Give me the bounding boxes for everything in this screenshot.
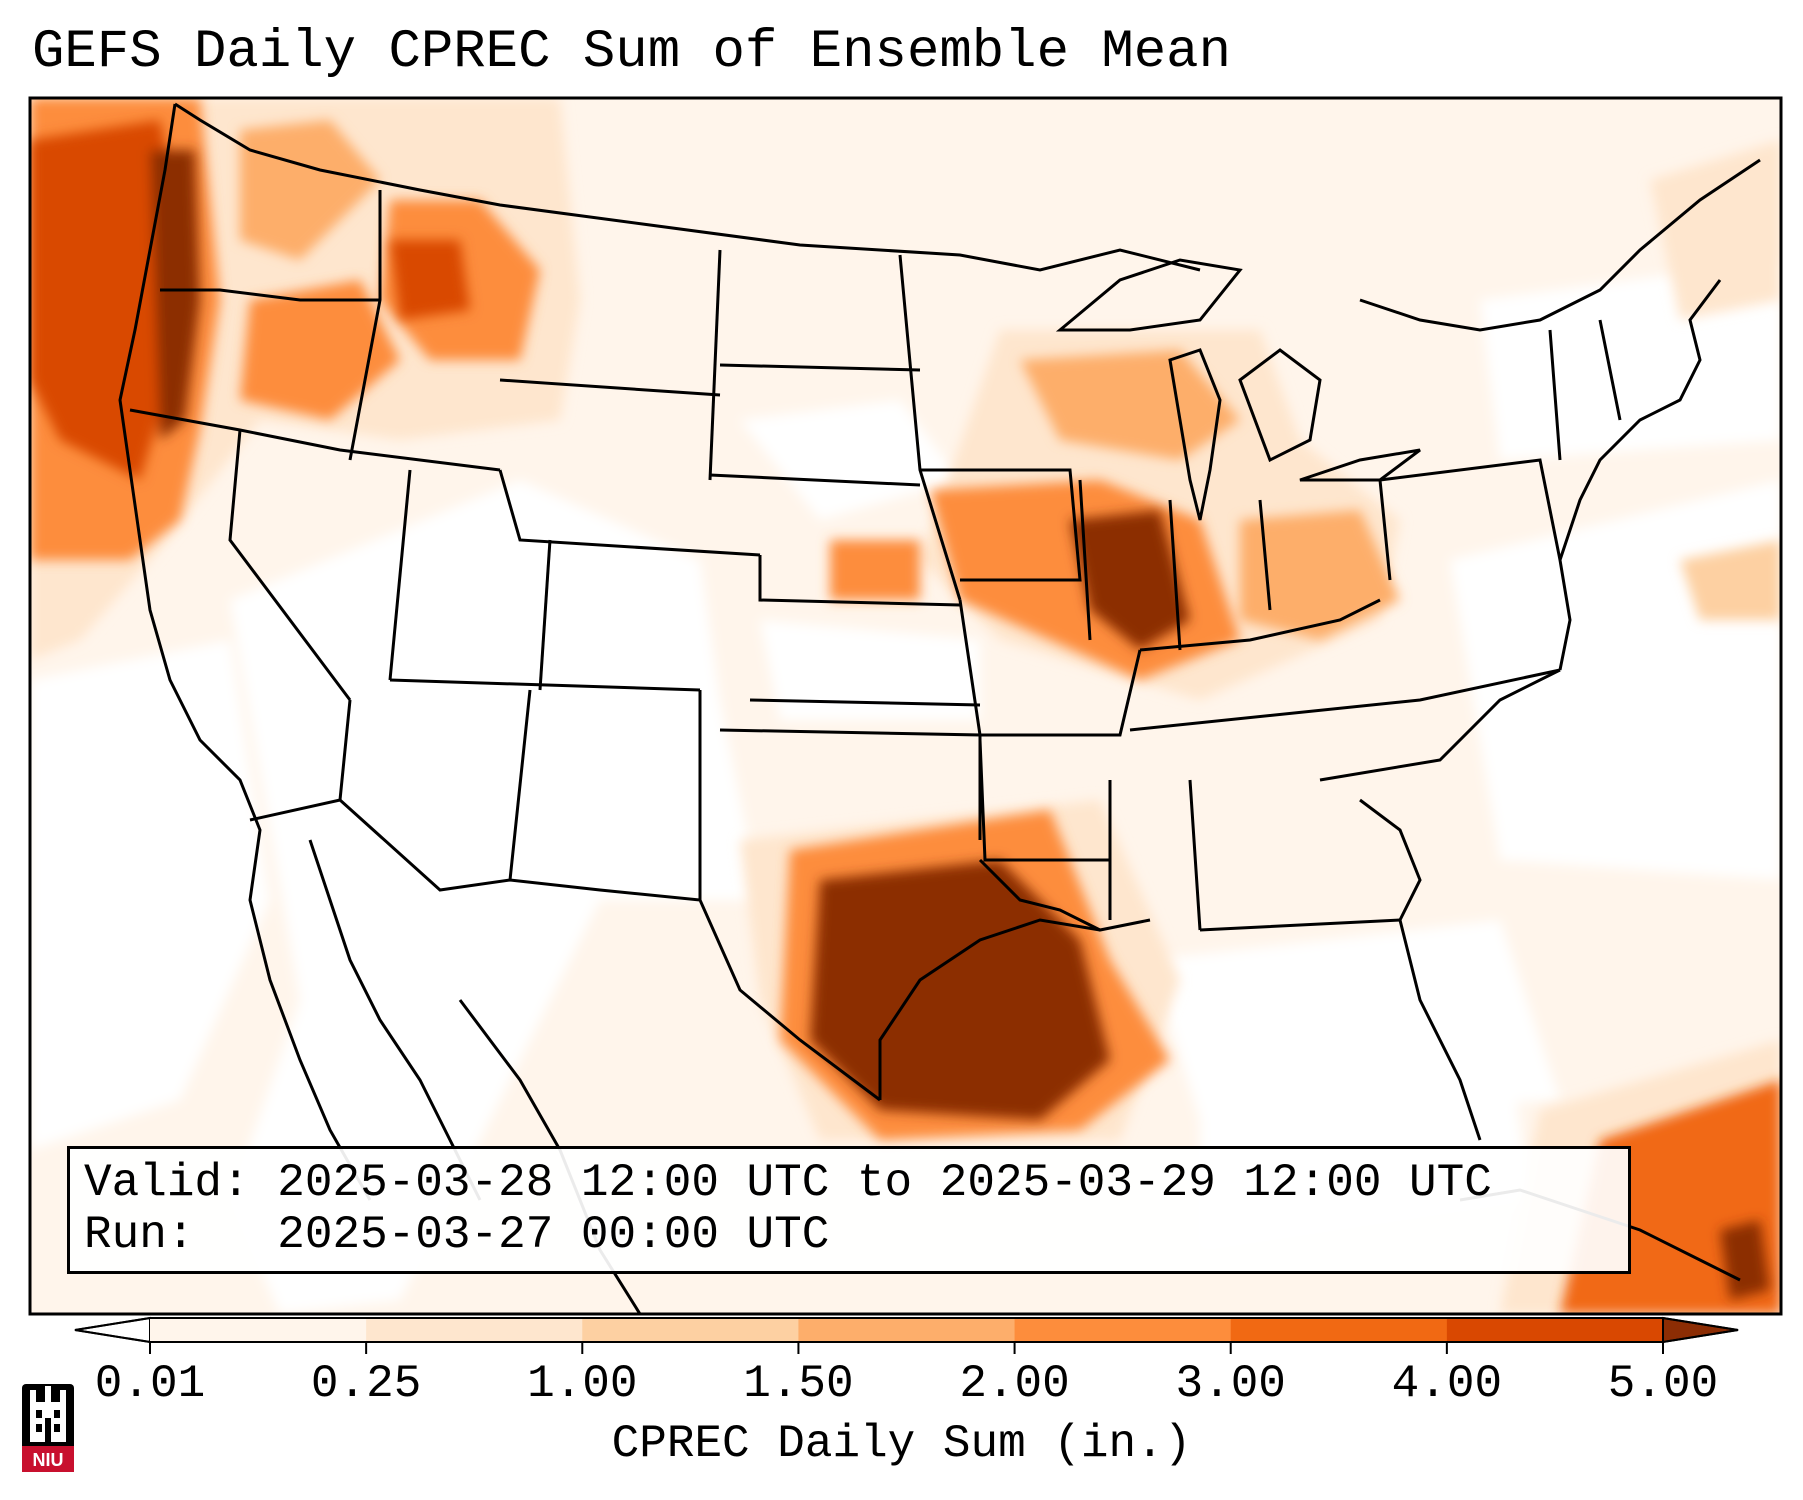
colorbar-tick-label: 3.00 <box>1175 1358 1286 1410</box>
colorbar-tick-label: 1.50 <box>743 1358 854 1410</box>
west-coast <box>118 103 372 1201</box>
ms-al <box>1108 779 1202 931</box>
map-frame <box>28 96 1783 1316</box>
valid-label: Valid: <box>84 1157 250 1209</box>
az-nm <box>508 689 532 881</box>
la-coast <box>978 858 1151 932</box>
lake-michigan <box>1168 348 1222 521</box>
colorbar-tick-label: 0.25 <box>310 1358 422 1410</box>
colorbar-segment <box>1446 1318 1664 1342</box>
fl-coast <box>1359 798 1422 921</box>
colorbar-segment <box>1230 1318 1448 1342</box>
il-in <box>1078 479 1182 651</box>
ut-nv <box>388 469 412 681</box>
precip-field <box>30 98 1781 1314</box>
east-coast <box>1558 279 1722 671</box>
sc-nc <box>1319 668 1561 782</box>
az-ca <box>338 699 352 801</box>
colorbar-tick-label: 2.00 <box>959 1358 1070 1410</box>
run-value: 2025-03-27 00:00 UTC <box>277 1209 830 1261</box>
lake-superior <box>1055 258 1243 332</box>
canada-east <box>1359 158 1761 332</box>
lake-huron <box>1238 348 1322 463</box>
ny-pa <box>1379 458 1562 561</box>
colorbar-tick-label: 4.00 <box>1391 1358 1503 1410</box>
colorbar-label: CPREC Daily Sum (in.) <box>611 1418 1192 1470</box>
colorbar <box>74 1316 1739 1354</box>
id-mt <box>348 190 382 461</box>
run-label: Run: <box>84 1209 195 1261</box>
us-mexico <box>249 798 881 1102</box>
ar-la <box>978 739 1110 862</box>
valid-value: 2025-03-28 12:00 UTC to 2025-03-29 12:00… <box>277 1157 1492 1209</box>
dakotas <box>708 249 722 481</box>
gulf-tx <box>878 918 1101 1100</box>
nv-ca <box>228 429 352 701</box>
wy-mt <box>499 378 721 397</box>
four-corners-h <box>389 678 701 692</box>
niu-logo: NIU <box>20 1382 76 1479</box>
colorbar-tick-label: 1.00 <box>527 1358 638 1410</box>
page-title: GEFS Daily CPREC Sum of Ensemble Mean <box>32 22 1231 83</box>
valid-run-box: Valid: 2025-03-28 12:00 UTC to 2025-03-2… <box>67 1146 1631 1274</box>
ga-fl <box>1199 918 1482 1141</box>
ny-vt <box>1548 319 1622 461</box>
ia <box>920 468 1082 582</box>
ks-ne <box>758 555 961 607</box>
colorbar-segment <box>582 1318 799 1342</box>
colorbar-extend-max <box>1662 1316 1739 1344</box>
co-wy <box>498 469 761 557</box>
oh-pa <box>1258 479 1392 611</box>
heavy-precip <box>30 120 1770 1300</box>
colorbar-segment <box>150 1318 367 1342</box>
lake-erie <box>1299 448 1421 482</box>
colorbar-segment <box>798 1318 1016 1342</box>
valid-line: Valid: 2025-03-28 12:00 UTC to 2025-03-2… <box>84 1157 1492 1209</box>
baja <box>308 839 482 1201</box>
or-ca-nv <box>129 408 501 472</box>
ne-sd <box>709 473 921 487</box>
ut-co <box>538 539 552 691</box>
sd-nd <box>719 363 921 372</box>
ks-ok <box>749 698 981 707</box>
colorbar-segment <box>1014 1318 1232 1342</box>
logo-text: NIU <box>33 1450 64 1470</box>
run-line: Run: 2025-03-27 00:00 UTC <box>84 1209 829 1261</box>
tn-ky <box>1129 668 1561 732</box>
mo <box>958 599 1142 737</box>
wa-or <box>160 288 380 302</box>
colorbar-extend-min <box>74 1316 151 1344</box>
boundaries <box>118 102 1761 1314</box>
colorbar-tick-label: 5.00 <box>1607 1358 1719 1410</box>
ky-oh <box>1139 598 1381 652</box>
colorbar-segment <box>366 1318 583 1342</box>
colorbar-tick-label: 0.01 <box>94 1358 206 1410</box>
canada-border <box>174 102 1201 272</box>
